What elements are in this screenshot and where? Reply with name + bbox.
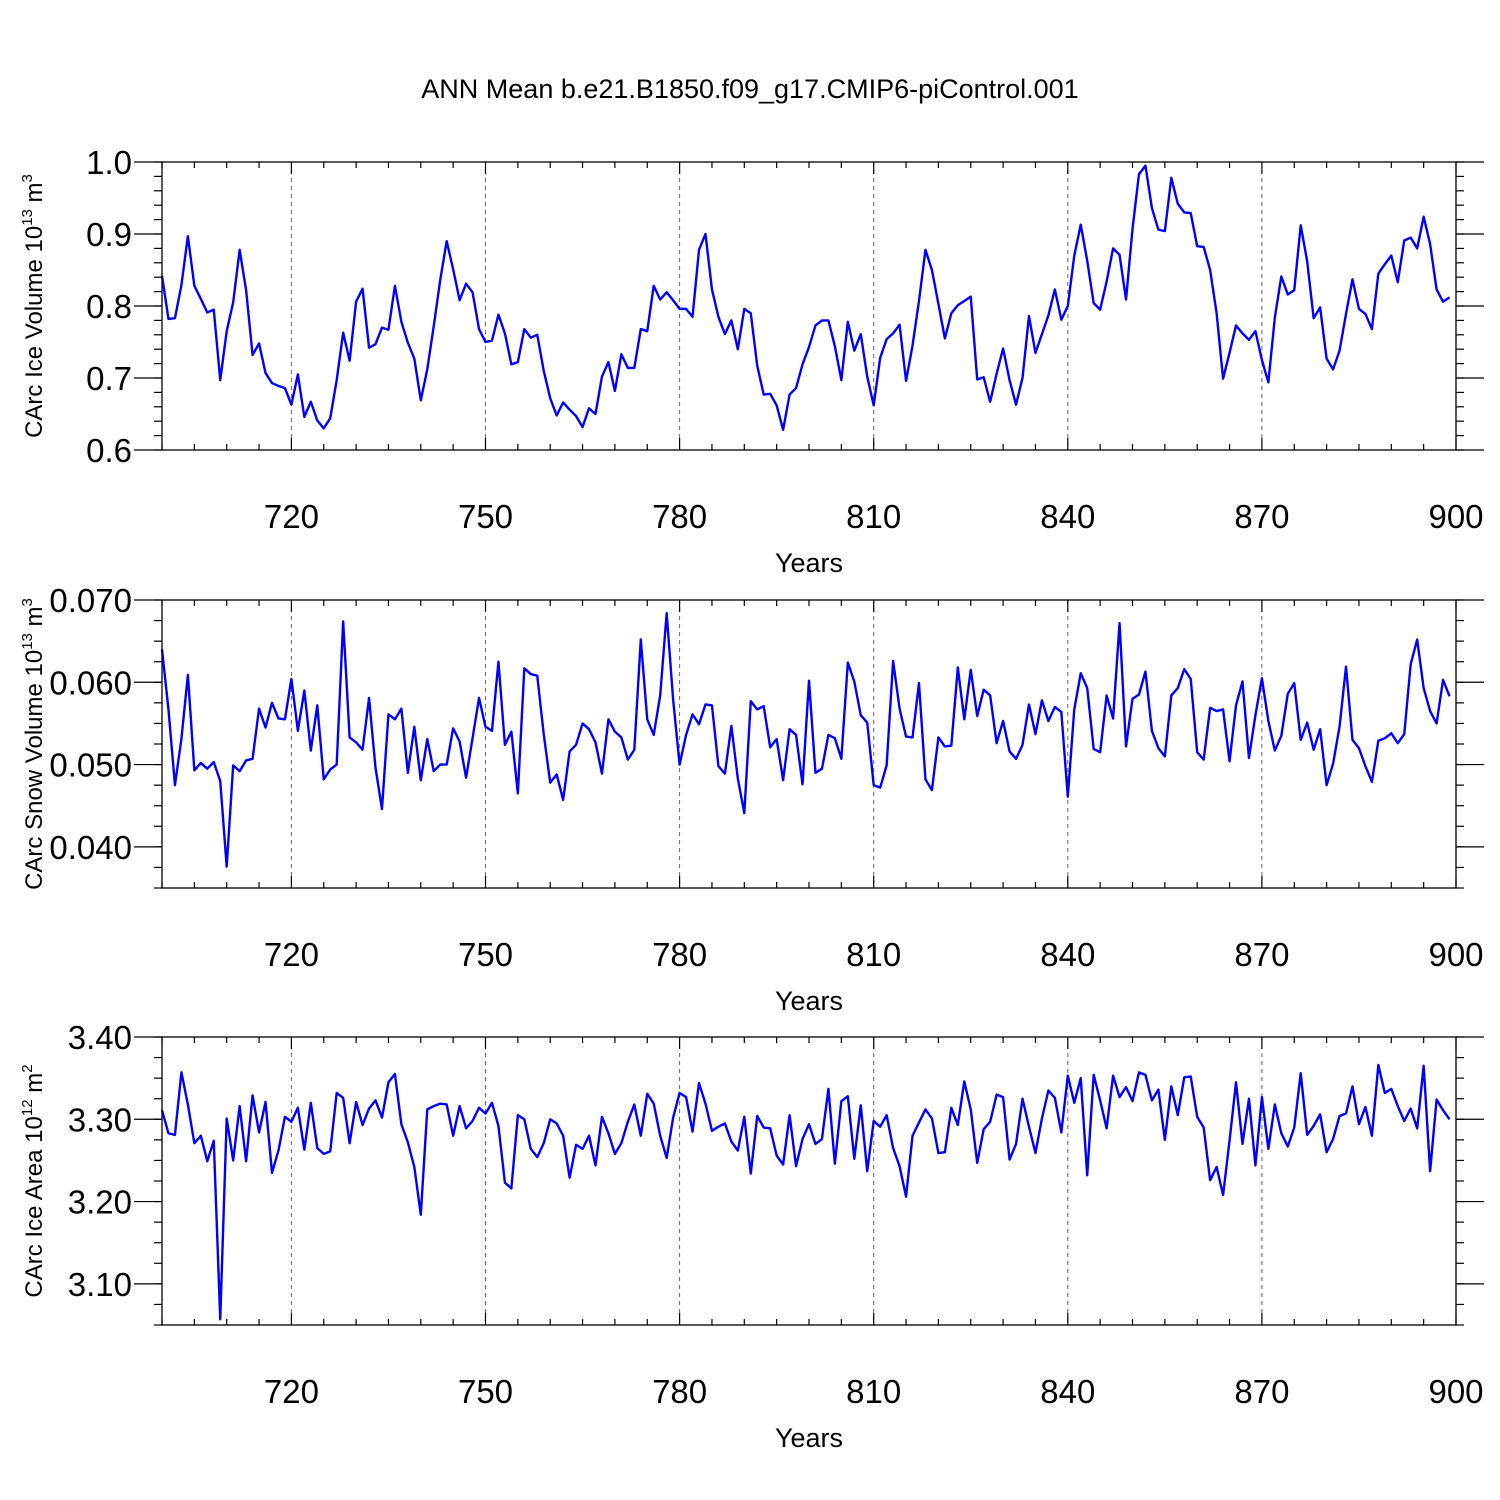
y-tick-label: 3.20	[68, 1184, 132, 1221]
x-tick-label: 810	[846, 936, 901, 973]
series-line	[160, 164, 1451, 432]
x-axis-label: Years	[775, 1423, 843, 1453]
chart-title: ANN Mean b.e21.B1850.f09_g17.CMIP6-piCon…	[421, 74, 1078, 104]
x-tick-label: 900	[1428, 936, 1483, 973]
panel-1: 0.6 0.7 0.8 0.9 1.0 720 750 780 810 840 870 900 Year…	[19, 144, 1484, 578]
x-tick-label: 840	[1040, 1373, 1095, 1410]
x-tick-label: 780	[652, 1373, 707, 1410]
y-axis-label: CArc Snow Volume 1013 m3	[19, 598, 48, 890]
y-tick-label: 0.060	[49, 664, 132, 701]
y-tick-label: 0.050	[49, 747, 132, 784]
y-tick-label: 0.070	[49, 582, 132, 619]
x-tick-label: 780	[652, 498, 707, 535]
x-tick-label: 810	[846, 498, 901, 535]
y-tick-label: 0.040	[49, 829, 132, 866]
x-tick-label: 900	[1428, 498, 1483, 535]
plot-frame	[161, 1036, 1457, 1326]
y-tick-label: 0.9	[86, 216, 132, 253]
x-tick-label: 750	[458, 1373, 513, 1410]
x-axis-label: Years	[775, 548, 843, 578]
x-tick-label: 720	[264, 936, 319, 973]
x-tick-label: 900	[1428, 1373, 1483, 1410]
plot-frame	[161, 161, 1457, 451]
y-tick-label: 0.6	[86, 432, 132, 469]
x-axis-label: Years	[775, 986, 843, 1016]
y-axis-label: CArc Ice Volume 1013 m3	[19, 174, 48, 438]
y-tick-label: 3.30	[68, 1101, 132, 1138]
panels: 0.6 0.7 0.8 0.9 1.0 720 750 780 810 840 870 900 Year…	[19, 144, 1484, 1453]
x-tick-label: 870	[1234, 1373, 1289, 1410]
x-tick-label: 840	[1040, 936, 1095, 973]
series-line	[160, 611, 1451, 868]
plot-frame	[161, 599, 1457, 889]
panel-2: 0.040 0.050 0.060 0.070 720 750 780 810 840 870 90…	[19, 582, 1484, 1016]
x-tick-label: 750	[458, 498, 513, 535]
y-tick-label: 0.8	[86, 288, 132, 325]
x-tick-label: 870	[1234, 936, 1289, 973]
y-tick-label: 1.0	[86, 144, 132, 181]
x-tick-label: 720	[264, 1373, 319, 1410]
x-tick-label: 750	[458, 936, 513, 973]
x-tick-label: 810	[846, 1373, 901, 1410]
x-tick-label: 720	[264, 498, 319, 535]
y-tick-label: 3.10	[68, 1266, 132, 1303]
y-axis-label: CArc Ice Area 1012 m2	[19, 1064, 48, 1297]
panel-3: 3.10 3.20 3.30 3.40 720 750 780 810 840 870 900 Yea…	[19, 1019, 1484, 1453]
x-tick-label: 780	[652, 936, 707, 973]
y-tick-label: 3.40	[68, 1019, 132, 1056]
x-tick-label: 840	[1040, 498, 1095, 535]
series-line	[160, 1063, 1451, 1321]
x-tick-label: 870	[1234, 498, 1289, 535]
y-tick-label: 0.7	[86, 360, 132, 397]
